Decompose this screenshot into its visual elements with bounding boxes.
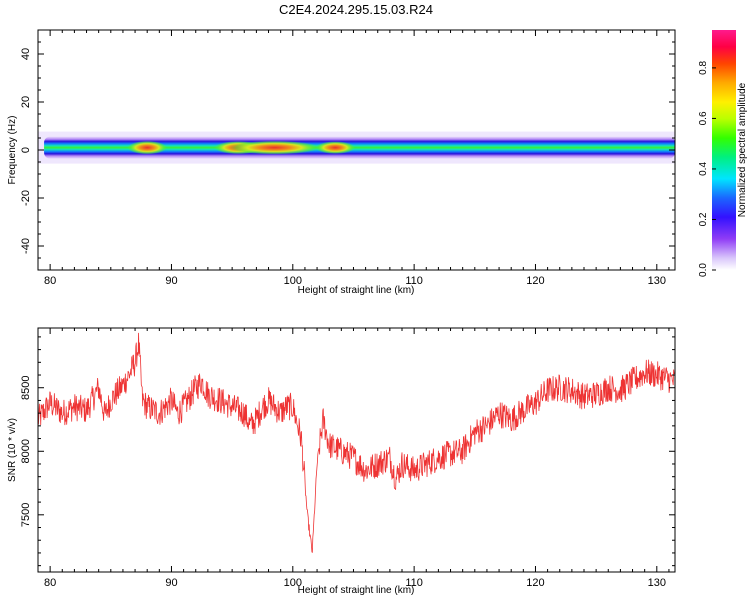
colorbar-gradient	[712, 30, 736, 270]
hot-spot-0	[127, 140, 167, 155]
snr-x-axis-label: Height of straight line (km)	[298, 585, 415, 596]
x-tick-label: 120	[526, 577, 544, 589]
colorbar-tick-label: 0.0	[698, 263, 709, 277]
snr-line	[38, 332, 675, 553]
x-tick-label: 130	[648, 577, 666, 589]
x-tick-label: 90	[165, 577, 177, 589]
snr-plot-area	[38, 332, 675, 553]
x-tick-label: 80	[44, 577, 56, 589]
spectrogram-panel: 80 90 100 110 120 130 -40 -20 0 20 40 Height of s…	[7, 29, 676, 296]
x-tick-label: 80	[44, 275, 56, 287]
x-tick-label: 130	[648, 275, 666, 287]
y-tick-label: 8000	[20, 439, 32, 463]
snr-y-ticks: 7500 8000 8500	[20, 336, 675, 567]
x-tick-label: 100	[284, 577, 302, 589]
y-tick-label: 0	[20, 147, 32, 153]
y-tick-label: 20	[20, 96, 32, 108]
spectrogram-x-axis-label: Height of straight line (km)	[298, 285, 415, 296]
spectrogram-plot-area	[38, 131, 675, 164]
y-tick-label: 7500	[20, 503, 32, 527]
x-tick-label: 100	[284, 275, 302, 287]
hot-spot-2	[229, 140, 320, 155]
colorbar-label: Normalized spectral amplitude	[737, 82, 748, 217]
colorbar-tick-label: 0.4	[698, 162, 709, 176]
colorbar: 0.0 0.2 0.4 0.6 0.8 Normalized spectral ampl…	[698, 30, 748, 277]
snr-x-ticks: 80 90 100 110 120 130	[37, 328, 670, 589]
x-tick-label: 110	[405, 275, 423, 287]
colorbar-tick-label: 0.6	[698, 111, 709, 125]
spectrogram-x-ticks: 80 90 100 110 120 130	[37, 30, 670, 287]
colorbar-ticks: 0.0 0.2 0.4 0.6 0.8	[698, 61, 716, 277]
frequency-band	[44, 136, 675, 159]
snr-y-axis-label: SNR (10 * v/v)	[7, 418, 18, 482]
y-tick-label: 8500	[20, 375, 32, 399]
spectrogram-y-axis-label: Frequency (Hz)	[7, 116, 18, 185]
spectrogram-y-ticks: -40 -20 0 20 40	[20, 29, 675, 271]
y-tick-label: -20	[20, 190, 32, 206]
snr-panel: 80 90 100 110 120 130 7500 8000 8500 Height of …	[7, 327, 676, 596]
x-tick-label: 120	[526, 275, 544, 287]
x-tick-label: 110	[405, 577, 423, 589]
y-tick-label: -40	[20, 238, 32, 254]
x-tick-label: 90	[165, 275, 177, 287]
y-tick-label: 40	[20, 48, 32, 60]
colorbar-tick-label: 0.8	[698, 61, 709, 75]
hot-spot-3	[315, 141, 356, 154]
colorbar-tick-label: 0.2	[698, 212, 709, 226]
snr-frame	[37, 327, 676, 573]
chart-title: C2E4.2024.295.15.03.R24	[279, 2, 433, 17]
